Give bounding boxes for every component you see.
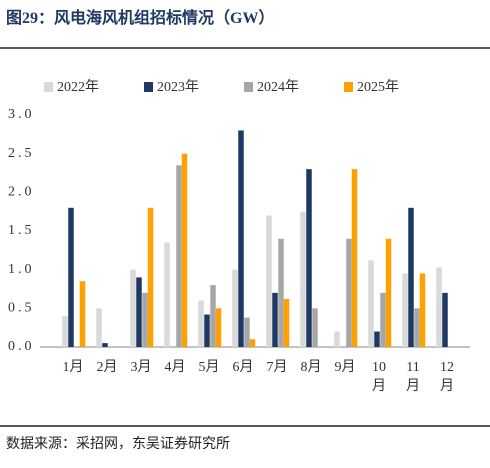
bar [244, 317, 250, 347]
legend-label: 2024年 [257, 79, 299, 95]
bar [210, 285, 216, 347]
bar [96, 308, 102, 347]
bar [442, 292, 448, 347]
bar [198, 300, 204, 347]
bar [408, 207, 414, 347]
bar [374, 331, 380, 347]
bar [79, 281, 86, 347]
x-tick-label: 3月 [130, 360, 152, 375]
bar [385, 238, 392, 347]
x-tick-label: 4月 [164, 360, 186, 375]
legend-swatch [244, 82, 253, 92]
bar [351, 169, 358, 347]
bar [232, 269, 238, 347]
bar [368, 260, 374, 347]
bar [414, 308, 420, 347]
bar [130, 269, 136, 347]
x-tick-label: 2月 [96, 360, 118, 375]
legend-label: 2023年 [157, 79, 199, 95]
bar [238, 130, 244, 347]
y-tick-label: 1.0 [8, 262, 35, 277]
bar [436, 267, 442, 347]
bar [300, 211, 306, 347]
x-tick-label: 11月 [406, 360, 420, 394]
bar [176, 165, 182, 347]
bar [334, 331, 340, 347]
bar [278, 238, 284, 347]
bar [272, 292, 278, 347]
bar [380, 292, 386, 347]
chart-title: 图29：风电海风机组招标情况（GW） [6, 10, 275, 27]
x-tick-label: 8月 [300, 360, 322, 375]
bar [402, 273, 408, 347]
y-tick-label: 1.5 [8, 223, 35, 238]
x-tick-label: 6月 [232, 360, 254, 375]
bar [181, 153, 188, 347]
bar [204, 314, 210, 347]
bar [283, 299, 290, 347]
bar [164, 242, 170, 347]
bar [142, 292, 148, 347]
x-tick-label: 10月 [372, 360, 386, 394]
bar [312, 308, 318, 347]
bar [419, 273, 426, 347]
x-tick-label: 5月 [198, 360, 220, 375]
bar [346, 238, 352, 347]
legend-label: 2022年 [57, 79, 99, 95]
legend-swatch [144, 82, 153, 92]
bar [62, 316, 68, 347]
legend-swatch [44, 82, 53, 92]
bar [102, 343, 108, 347]
bar [68, 207, 74, 347]
y-tick-label: 2.5 [8, 146, 35, 161]
y-tick-label: 2.0 [8, 185, 35, 200]
legend-label: 2025年 [357, 79, 399, 95]
x-tick-label: 9月 [334, 360, 356, 375]
bar [306, 169, 312, 347]
legend-swatch [344, 82, 353, 92]
x-tick-label: 1月 [62, 360, 84, 375]
bar [215, 308, 222, 347]
y-tick-label: 3.0 [8, 107, 35, 122]
bar [266, 215, 272, 347]
y-tick-label: 0.5 [8, 301, 35, 316]
bar [147, 207, 154, 347]
y-tick-label: 0.0 [8, 339, 35, 354]
bar [136, 277, 142, 347]
x-tick-label: 12月 [440, 360, 454, 394]
bar [249, 339, 256, 347]
x-tick-label: 7月 [266, 360, 288, 375]
source-note: 数据来源：采招网，东吴证券研究所 [6, 437, 230, 452]
